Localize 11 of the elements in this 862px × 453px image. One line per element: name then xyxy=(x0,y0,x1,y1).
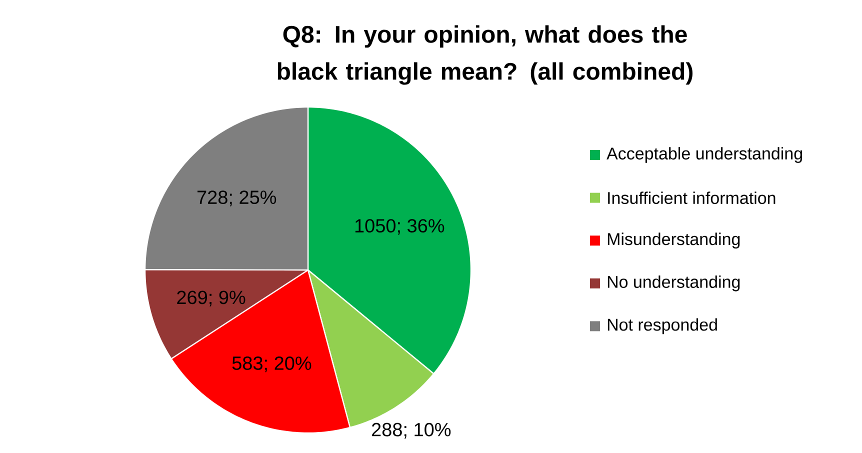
legend-label: Misunderstanding xyxy=(608,232,740,249)
data-label: 288; 10% xyxy=(372,422,451,439)
data-label: 269; 9% xyxy=(177,290,246,306)
legend-label: Not responded xyxy=(608,318,717,334)
data-label: 728; 25% xyxy=(197,190,276,206)
legend-label: Insufficient information xyxy=(608,192,776,204)
data-label: 583; 20% xyxy=(232,356,312,372)
chart-title: Q8: In your opinion, what does the black triangle mean? (all combined) xyxy=(278,25,692,85)
legend-label: No understanding xyxy=(608,275,740,292)
legend-label: Acceptable understanding xyxy=(606,147,802,163)
data-label: 1050; 36% xyxy=(355,219,444,235)
